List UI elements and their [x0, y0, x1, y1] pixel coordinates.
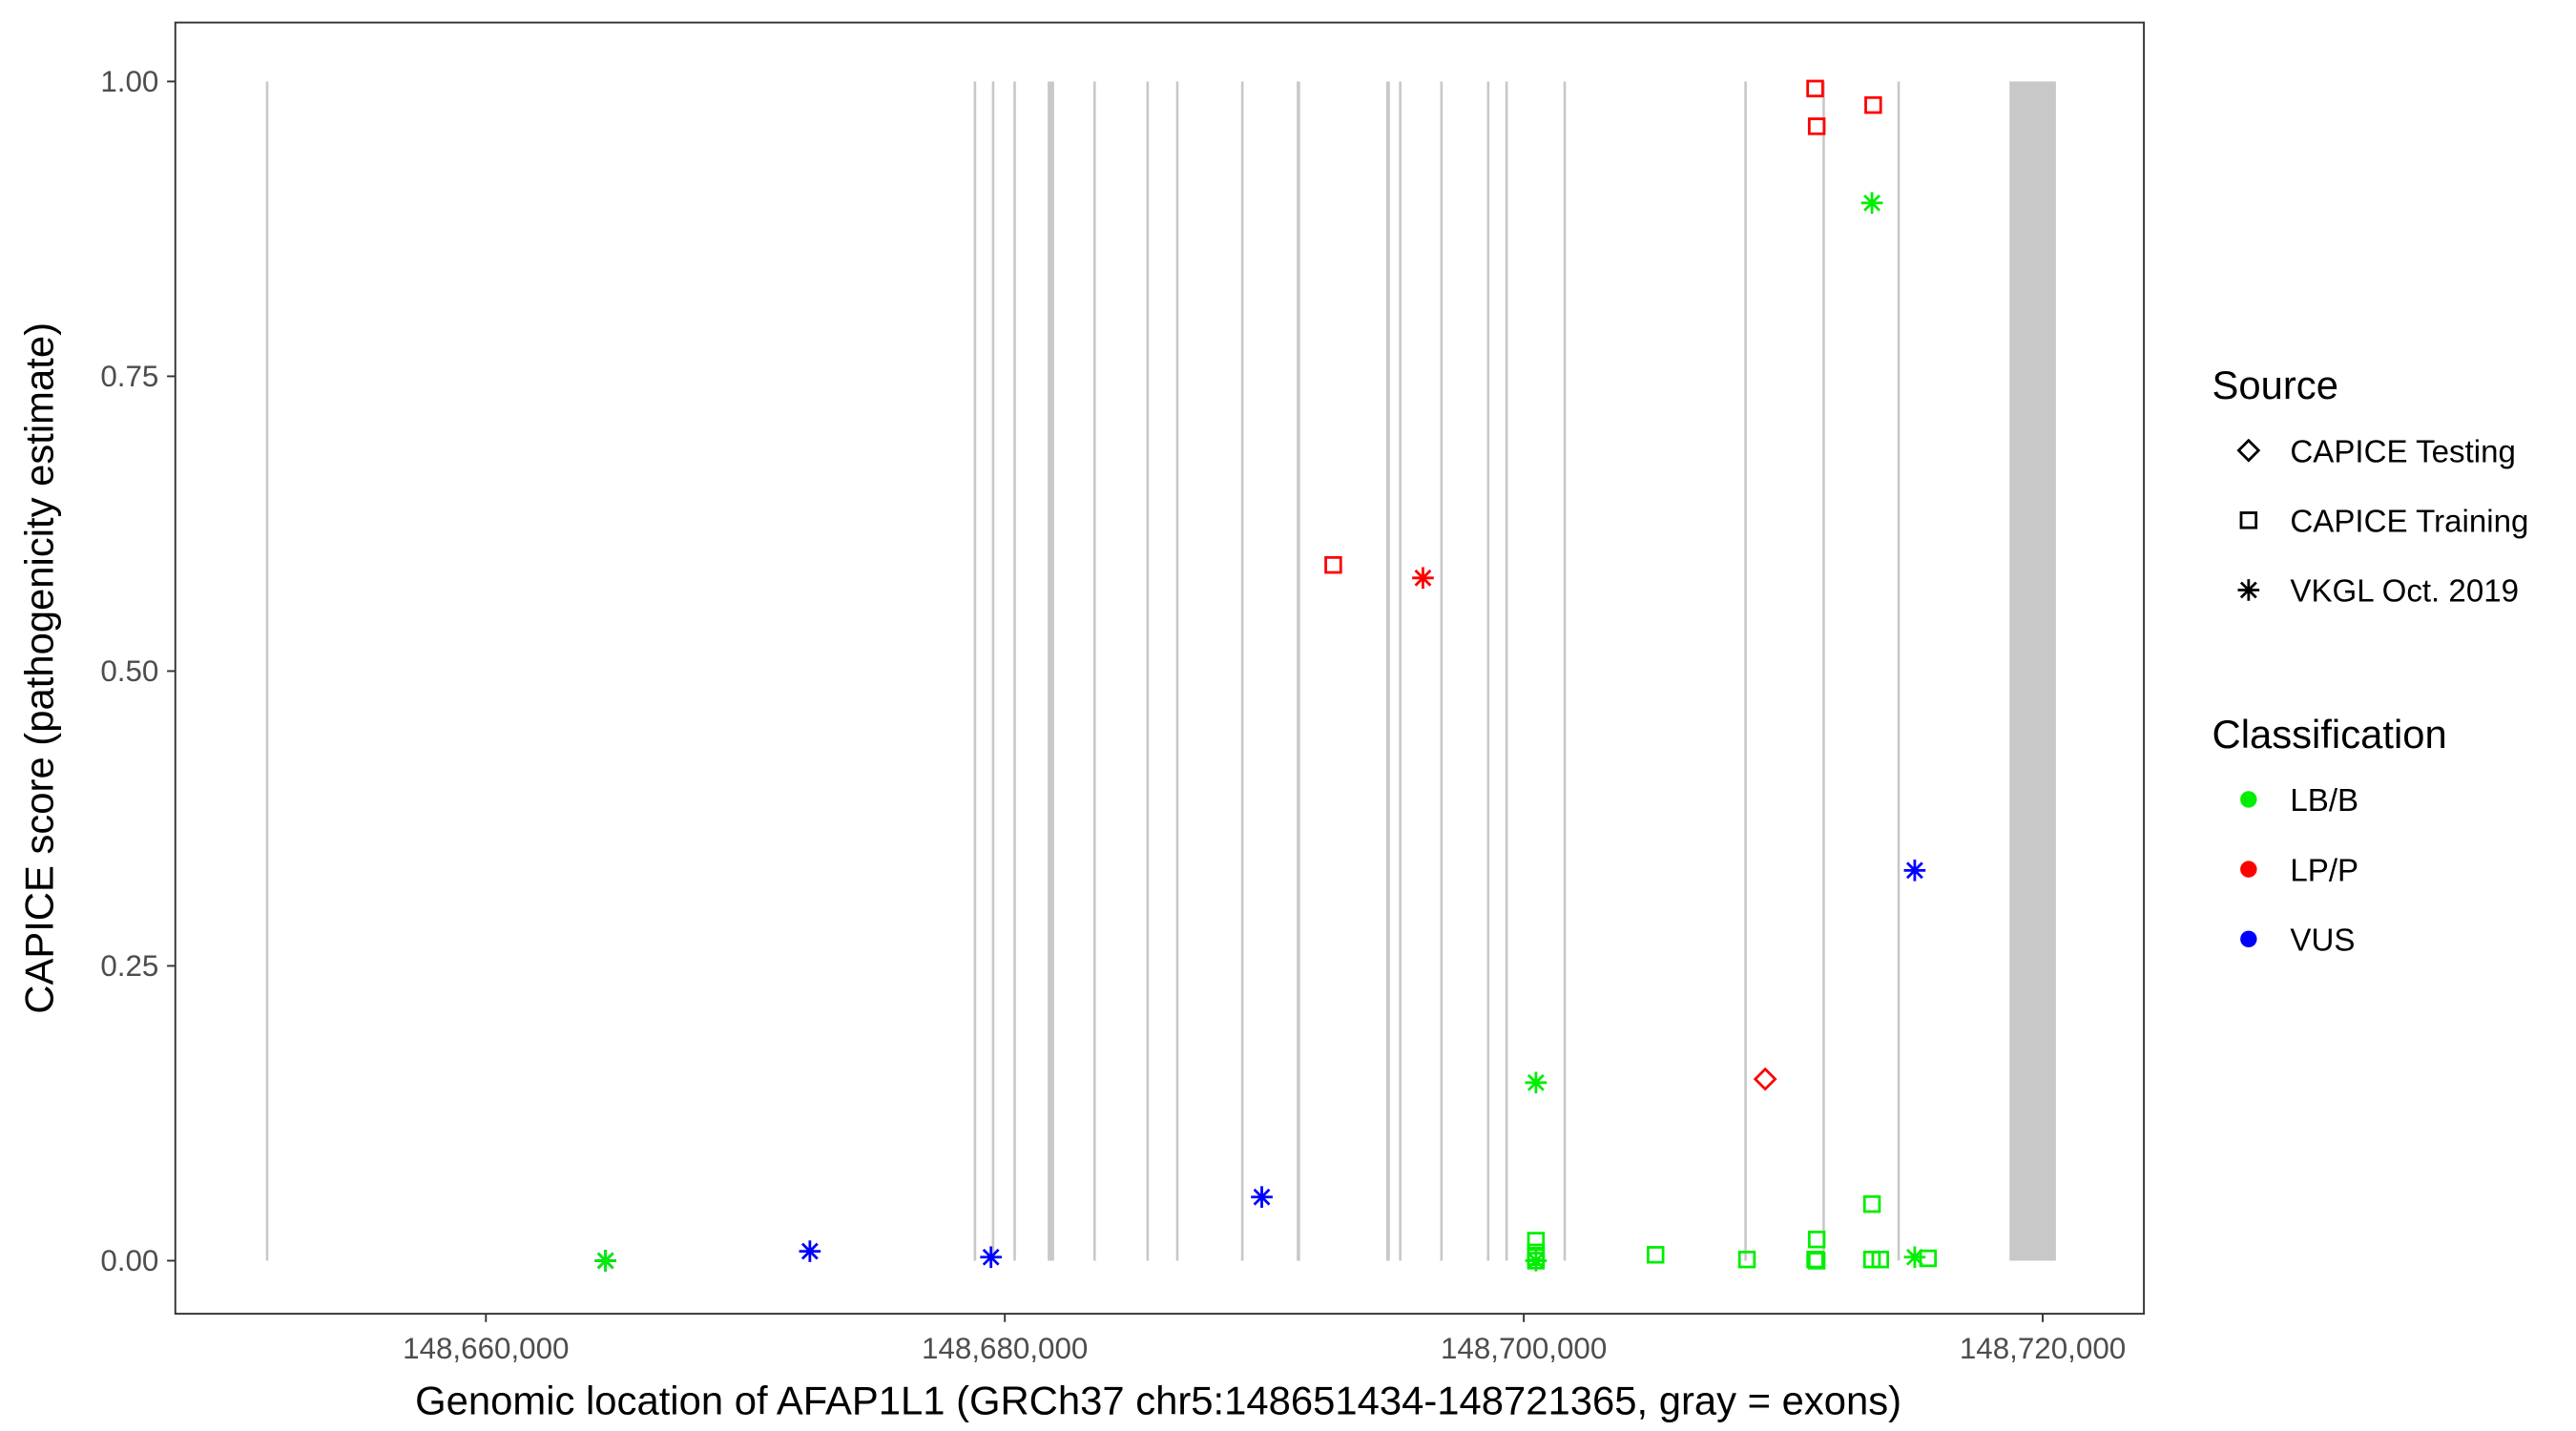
y-tick-label: 0.00: [100, 1244, 158, 1277]
exon-band: [1563, 81, 1567, 1261]
exon-band: [1385, 81, 1390, 1261]
exon-band: [1092, 81, 1096, 1261]
legend-key-dot: [2240, 861, 2257, 878]
exon-bands: [265, 81, 2056, 1261]
y-tick-label: 0.50: [100, 654, 158, 688]
y-tick-label: 0.75: [100, 360, 158, 393]
y-axis-label: CAPICE score (pathogenicity estimate): [17, 322, 62, 1014]
data-point-star: [1903, 860, 1926, 881]
exon-band: [1013, 81, 1016, 1261]
exon-band: [1440, 81, 1444, 1261]
exon-band: [991, 81, 995, 1261]
legend-classification-label: LP/P: [2290, 853, 2358, 888]
exon-band: [1240, 81, 1244, 1261]
plot-panel-border: [174, 21, 2146, 1316]
legend-key-star: [2237, 579, 2260, 601]
legend-key-dot: [2240, 791, 2257, 808]
x-tick-label: 148,700,000: [1441, 1332, 1607, 1365]
data-point-star: [594, 1250, 616, 1272]
exon-band: [1175, 81, 1179, 1261]
data-points: [594, 79, 1938, 1272]
legend-source-label: CAPICE Testing: [2290, 434, 2516, 469]
x-axis: 148,660,000 148,680,000 148,700,000 148,720…: [403, 1314, 2126, 1365]
exon-band: [1399, 81, 1402, 1261]
y-tick-label: 0.25: [100, 949, 158, 983]
data-point-square: [1862, 1194, 1881, 1213]
exon-band: [2009, 81, 2056, 1261]
legend-classification-label: VUS: [2290, 923, 2355, 958]
data-point-square: [1647, 1246, 1665, 1264]
data-point-star: [1412, 567, 1434, 590]
data-point-square: [1807, 1230, 1826, 1249]
exon-band: [1486, 81, 1490, 1261]
exon-band: [1505, 81, 1508, 1261]
data-point-square: [1919, 1249, 1938, 1268]
data-point-star: [1525, 1250, 1548, 1272]
y-tick-label: 1.00: [100, 65, 158, 98]
legend: Source Classification CAPICE Testing CAPI…: [2212, 363, 2529, 958]
exon-band: [1048, 81, 1054, 1261]
legend-key-diamond: [2236, 438, 2261, 463]
data-point-square: [1737, 1251, 1756, 1269]
data-point-star: [1860, 192, 1883, 215]
legend-key-dot: [2240, 930, 2257, 947]
data-point-star: [1525, 1071, 1548, 1094]
x-axis-label: Genomic location of AFAP1L1 (GRCh37 chr5…: [415, 1378, 1901, 1422]
exon-band: [973, 81, 977, 1261]
legend-source-title: Source: [2212, 363, 2338, 407]
data-point-square: [1324, 555, 1342, 574]
legend-classification-title: Classification: [2212, 712, 2447, 757]
legend-classification-label: LB/B: [2290, 783, 2358, 819]
exon-band: [1897, 81, 1901, 1261]
data-point-square: [1807, 117, 1826, 135]
data-point-star: [980, 1246, 1003, 1269]
data-point-diamond: [1753, 1067, 1777, 1091]
data-point-star: [1251, 1186, 1273, 1209]
x-tick-label: 148,680,000: [922, 1332, 1088, 1365]
data-point-square: [1871, 1251, 1890, 1269]
exon-band: [1297, 81, 1300, 1261]
x-tick-label: 148,660,000: [403, 1332, 569, 1365]
data-point-square: [1864, 95, 1882, 114]
y-axis: 0.00 0.25 0.50 0.75 1.00: [100, 65, 176, 1277]
data-point-square: [1806, 79, 1824, 98]
exon-band: [1822, 81, 1825, 1261]
exon-band: [265, 81, 269, 1261]
x-tick-label: 148,720,000: [1960, 1332, 2126, 1365]
exon-band: [1744, 81, 1747, 1261]
legend-key-square: [2239, 511, 2258, 529]
legend-source-label: CAPICE Training: [2290, 505, 2528, 540]
data-point-square: [1807, 1252, 1826, 1270]
legend-source-label: VKGL Oct. 2019: [2290, 574, 2519, 610]
data-point-star: [799, 1240, 821, 1262]
data-point-square: [1527, 1232, 1546, 1250]
exon-band: [1146, 81, 1150, 1261]
data-point-star: [1903, 1246, 1926, 1269]
